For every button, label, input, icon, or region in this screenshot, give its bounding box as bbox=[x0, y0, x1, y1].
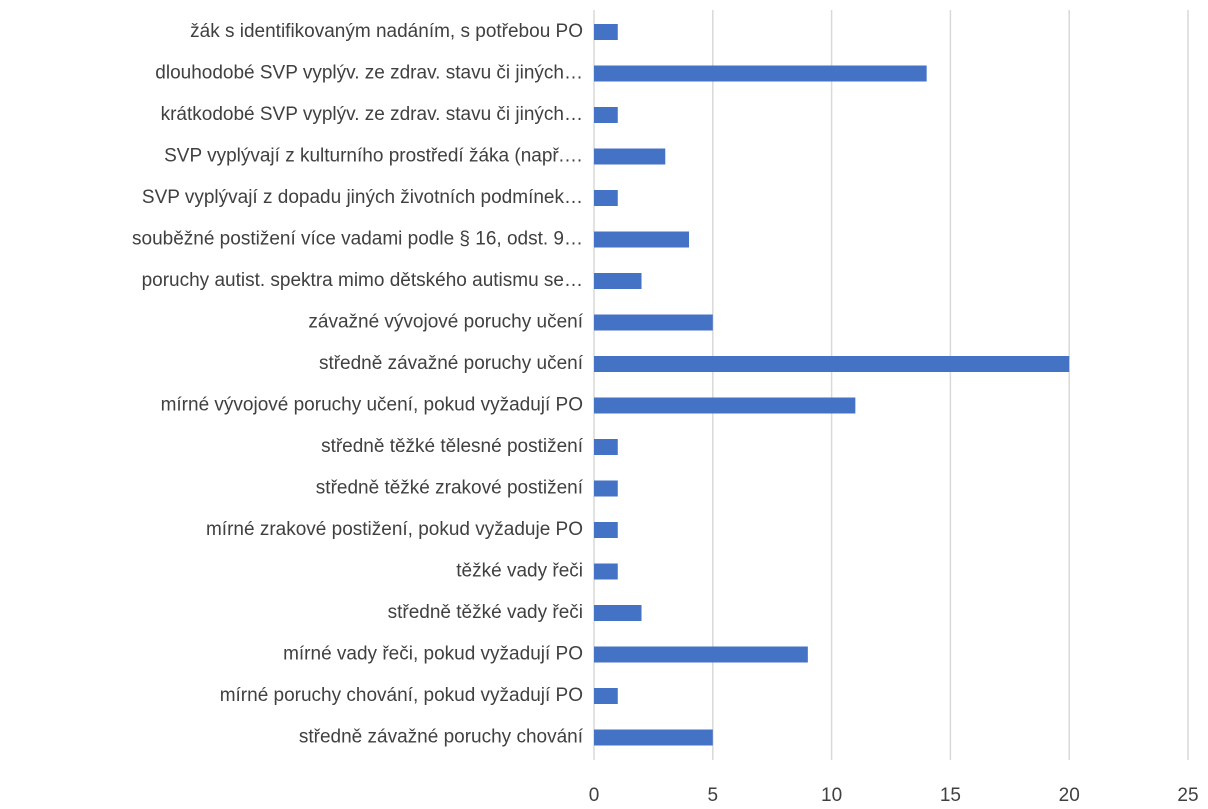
bar bbox=[594, 65, 927, 82]
bar bbox=[594, 314, 713, 331]
y-tick-label: středně těžké tělesné postižení bbox=[321, 436, 584, 457]
bar bbox=[594, 563, 618, 580]
bar bbox=[594, 231, 690, 248]
y-tick-label: krátkodobé SVP vyplýv. ze zdrav. stavu č… bbox=[161, 104, 583, 125]
y-tick-label: středně těžké vady řeči bbox=[388, 602, 583, 623]
y-tick-label: dlouhodobé SVP vyplýv. ze zdrav. stavu č… bbox=[155, 63, 583, 84]
y-tick-label: poruchy autist. spektra mimo dětského au… bbox=[142, 270, 583, 291]
y-tick-label: mírné poruchy chování, pokud vyžadují PO bbox=[220, 685, 583, 706]
x-tick-label: 5 bbox=[708, 785, 719, 806]
y-tick-label: mírné zrakové postižení, pokud vyžaduje … bbox=[206, 519, 583, 540]
y-tick-label: žák s identifikovaným nadáním, s potřebo… bbox=[190, 21, 583, 42]
x-tick-label: 10 bbox=[821, 785, 842, 806]
bar bbox=[594, 356, 1070, 372]
y-tick-label: souběžné postižení více vadami podle § 1… bbox=[132, 229, 583, 250]
x-tick-label: 0 bbox=[589, 785, 600, 806]
y-tick-label: SVP vyplývají z kulturního prostředí žák… bbox=[164, 146, 583, 167]
y-tick-label: těžké vady řeči bbox=[456, 561, 583, 582]
bar bbox=[594, 480, 618, 497]
bar bbox=[594, 190, 618, 206]
bar bbox=[594, 646, 808, 663]
x-tick-label: 20 bbox=[1059, 785, 1080, 806]
y-tick-label: mírné vady řeči, pokud vyžadují PO bbox=[283, 644, 583, 665]
x-tick-label: 25 bbox=[1177, 785, 1198, 806]
bar bbox=[594, 148, 666, 165]
bar bbox=[594, 107, 618, 123]
bar bbox=[594, 605, 642, 621]
y-tick-label: mírné vývojové poruchy učení, pokud vyža… bbox=[161, 395, 583, 416]
bar bbox=[594, 439, 618, 455]
x-tick-label: 15 bbox=[940, 785, 961, 806]
bar bbox=[594, 522, 618, 538]
y-tick-label: závažné vývojové poruchy učení bbox=[308, 312, 583, 333]
y-tick-label: středně těžké zrakové postižení bbox=[316, 478, 584, 499]
bar bbox=[594, 273, 642, 289]
bar bbox=[594, 24, 618, 40]
y-tick-label: středně závažné poruchy chování bbox=[299, 727, 584, 748]
y-tick-label: SVP vyplývají z dopadu jiných životních … bbox=[142, 187, 583, 208]
bar bbox=[594, 688, 618, 704]
y-tick-label: středně závažné poruchy učení bbox=[319, 353, 584, 374]
bar bbox=[594, 729, 713, 746]
bar bbox=[594, 397, 856, 414]
